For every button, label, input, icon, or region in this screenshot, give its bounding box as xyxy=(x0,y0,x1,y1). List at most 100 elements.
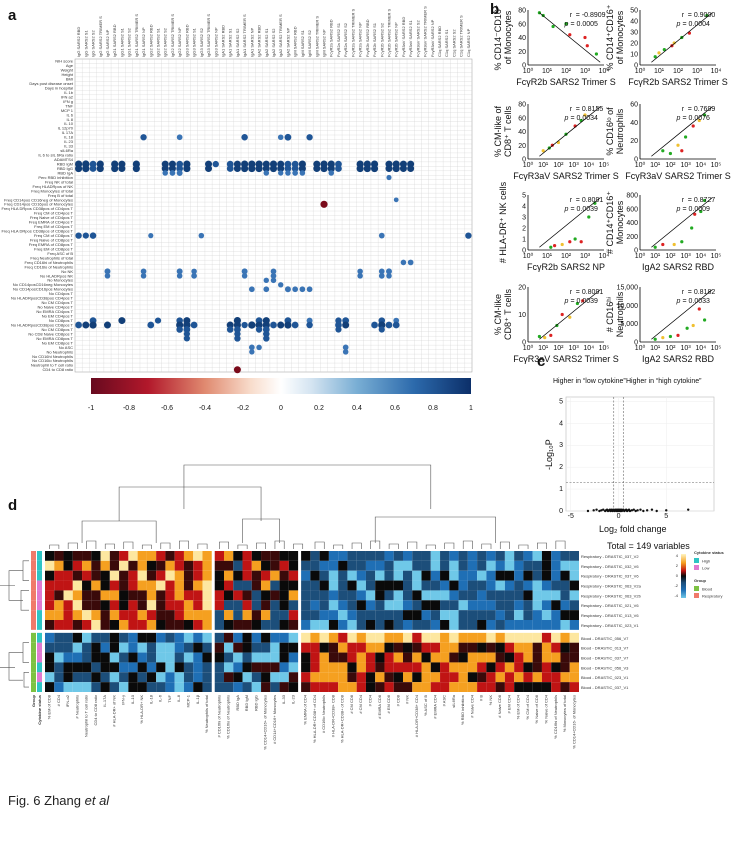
scatter-point xyxy=(653,245,657,249)
correlation-dot xyxy=(378,268,385,275)
correlation-dot xyxy=(320,164,328,173)
scatter-point xyxy=(537,334,542,339)
p-symbol: p xyxy=(563,21,568,28)
x-tick-label: 10⁴ xyxy=(711,68,722,75)
panel-c-title-left: Higher in “low cytokine” xyxy=(553,378,626,385)
heatmap-cell xyxy=(109,600,120,611)
correlation-dot xyxy=(262,165,270,173)
x-tick-label: 10⁵ xyxy=(599,345,610,352)
heatmap-cell xyxy=(310,580,320,591)
panel-b-letter: b xyxy=(490,1,499,18)
legend-label-blood: Blood xyxy=(702,587,712,592)
heatmap-cell xyxy=(338,632,348,643)
legend-tick-label: 1 xyxy=(469,405,473,412)
heatmap-cell xyxy=(347,682,357,692)
heatmap-cell xyxy=(486,610,496,620)
correlation-dot xyxy=(392,321,400,329)
correlation-dot xyxy=(234,335,241,342)
scatter-point xyxy=(672,242,676,247)
heatmap-cell xyxy=(365,672,376,683)
heatmap-cell xyxy=(63,652,73,663)
p-symbol: p xyxy=(563,298,568,305)
heatmap-cell xyxy=(119,632,129,643)
row-label: IL 8 xyxy=(66,117,73,122)
heatmap-cell xyxy=(365,590,376,601)
y-axis-label: of Monocytes xyxy=(503,10,513,64)
panel-c-letter: c xyxy=(537,353,545,370)
heatmap-cell xyxy=(279,672,289,683)
heatmap-cell xyxy=(279,632,289,643)
heatmap-cell xyxy=(109,570,120,581)
volcano-point xyxy=(632,508,635,511)
scatter-point xyxy=(672,41,676,45)
heatmap-cell xyxy=(233,570,243,581)
rs-symbol: r xyxy=(682,197,685,204)
heatmap-cell xyxy=(551,570,561,581)
heatmap-cell xyxy=(301,652,311,663)
heatmap-cell xyxy=(365,610,376,620)
x-tick-label: 10³ xyxy=(569,162,580,169)
heatmap-cell xyxy=(421,620,431,630)
row-dendrogram-branch xyxy=(23,671,29,688)
legend-label-respiratory: Respiratory xyxy=(702,594,722,599)
panel-d-clustered-heatmap: Group Cytokine status Respiratory - DRAST… xyxy=(0,464,725,750)
column-label: # EMRA CD4 xyxy=(432,694,437,719)
heatmap-cell xyxy=(119,620,129,630)
x-axis-label: FcγR2b SARS2 NP xyxy=(527,262,605,272)
heatmap-cell xyxy=(532,642,542,653)
heatmap-cell xyxy=(233,662,243,673)
rs-value: = 0.8091 xyxy=(576,197,604,204)
heatmap-cell xyxy=(54,632,64,643)
column-label: IL-33 xyxy=(281,694,286,704)
column-label: IgA1 SARS2 TRIMER S xyxy=(242,14,247,57)
heatmap-cell xyxy=(569,620,579,630)
y-tick-label: 1 xyxy=(559,486,563,493)
heatmap-cell xyxy=(100,590,110,601)
heatmap-cell xyxy=(279,551,289,561)
column-label: % CD14+CD16+ of Monocytes xyxy=(263,695,268,750)
p-symbol: p xyxy=(675,21,680,28)
heatmap-cell xyxy=(224,620,234,630)
x-tick-label: 10¹ xyxy=(650,253,661,260)
rs-symbol: r xyxy=(570,12,573,19)
heatmap-cell xyxy=(523,610,533,620)
x-tick-label: 10⁵ xyxy=(599,162,610,169)
heatmap-cell xyxy=(224,610,234,620)
heatmap-cell xyxy=(45,662,55,673)
heatmap-cell xyxy=(214,642,224,653)
heatmap-cell xyxy=(403,652,413,663)
heatmap-cell xyxy=(137,560,147,571)
y-axis-label: CD8⁺ T cells xyxy=(503,289,513,340)
row-label: Freq HLADRpos of NK xyxy=(33,184,74,189)
heatmap-cell xyxy=(458,672,468,683)
column-label: IgA1 SARS2 S2 xyxy=(235,28,240,57)
heatmap-cell xyxy=(165,610,175,620)
heatmap-cell xyxy=(486,652,496,663)
heatmap-cell xyxy=(128,570,138,581)
correlation-dot xyxy=(198,232,205,239)
column-label: % CD16hi of Neutrophils xyxy=(553,695,558,739)
heatmap-cell xyxy=(477,600,487,611)
correlation-dot xyxy=(241,273,248,279)
column-label: IFN-γ xyxy=(121,695,126,705)
scatter-point xyxy=(568,315,572,319)
heatmap-cell xyxy=(261,580,271,591)
heatmap-cell xyxy=(319,570,329,581)
heatmap-cell xyxy=(514,620,524,630)
heatmap-cell xyxy=(137,580,147,591)
heatmap-cell xyxy=(202,682,212,692)
stat-label: r = -0.8909 p = 0.0005 xyxy=(563,12,605,28)
group-annotation-cell xyxy=(31,610,36,620)
heatmap-cell xyxy=(504,652,515,663)
y-tick-label: 40 xyxy=(630,120,638,127)
legend-tick-label: -0.4 xyxy=(199,405,211,412)
heatmap-cell xyxy=(412,580,422,591)
heatmap-cell xyxy=(288,551,299,561)
heatmap-cell xyxy=(146,570,157,581)
y-tick-label: 800 xyxy=(626,193,638,200)
row-label: No EMRA CD4pos T xyxy=(36,309,73,314)
heatmap-cell xyxy=(82,682,92,692)
heatmap-cell xyxy=(569,652,579,663)
y-tick-label: 60 xyxy=(518,115,526,122)
heatmap-cell xyxy=(440,662,450,673)
